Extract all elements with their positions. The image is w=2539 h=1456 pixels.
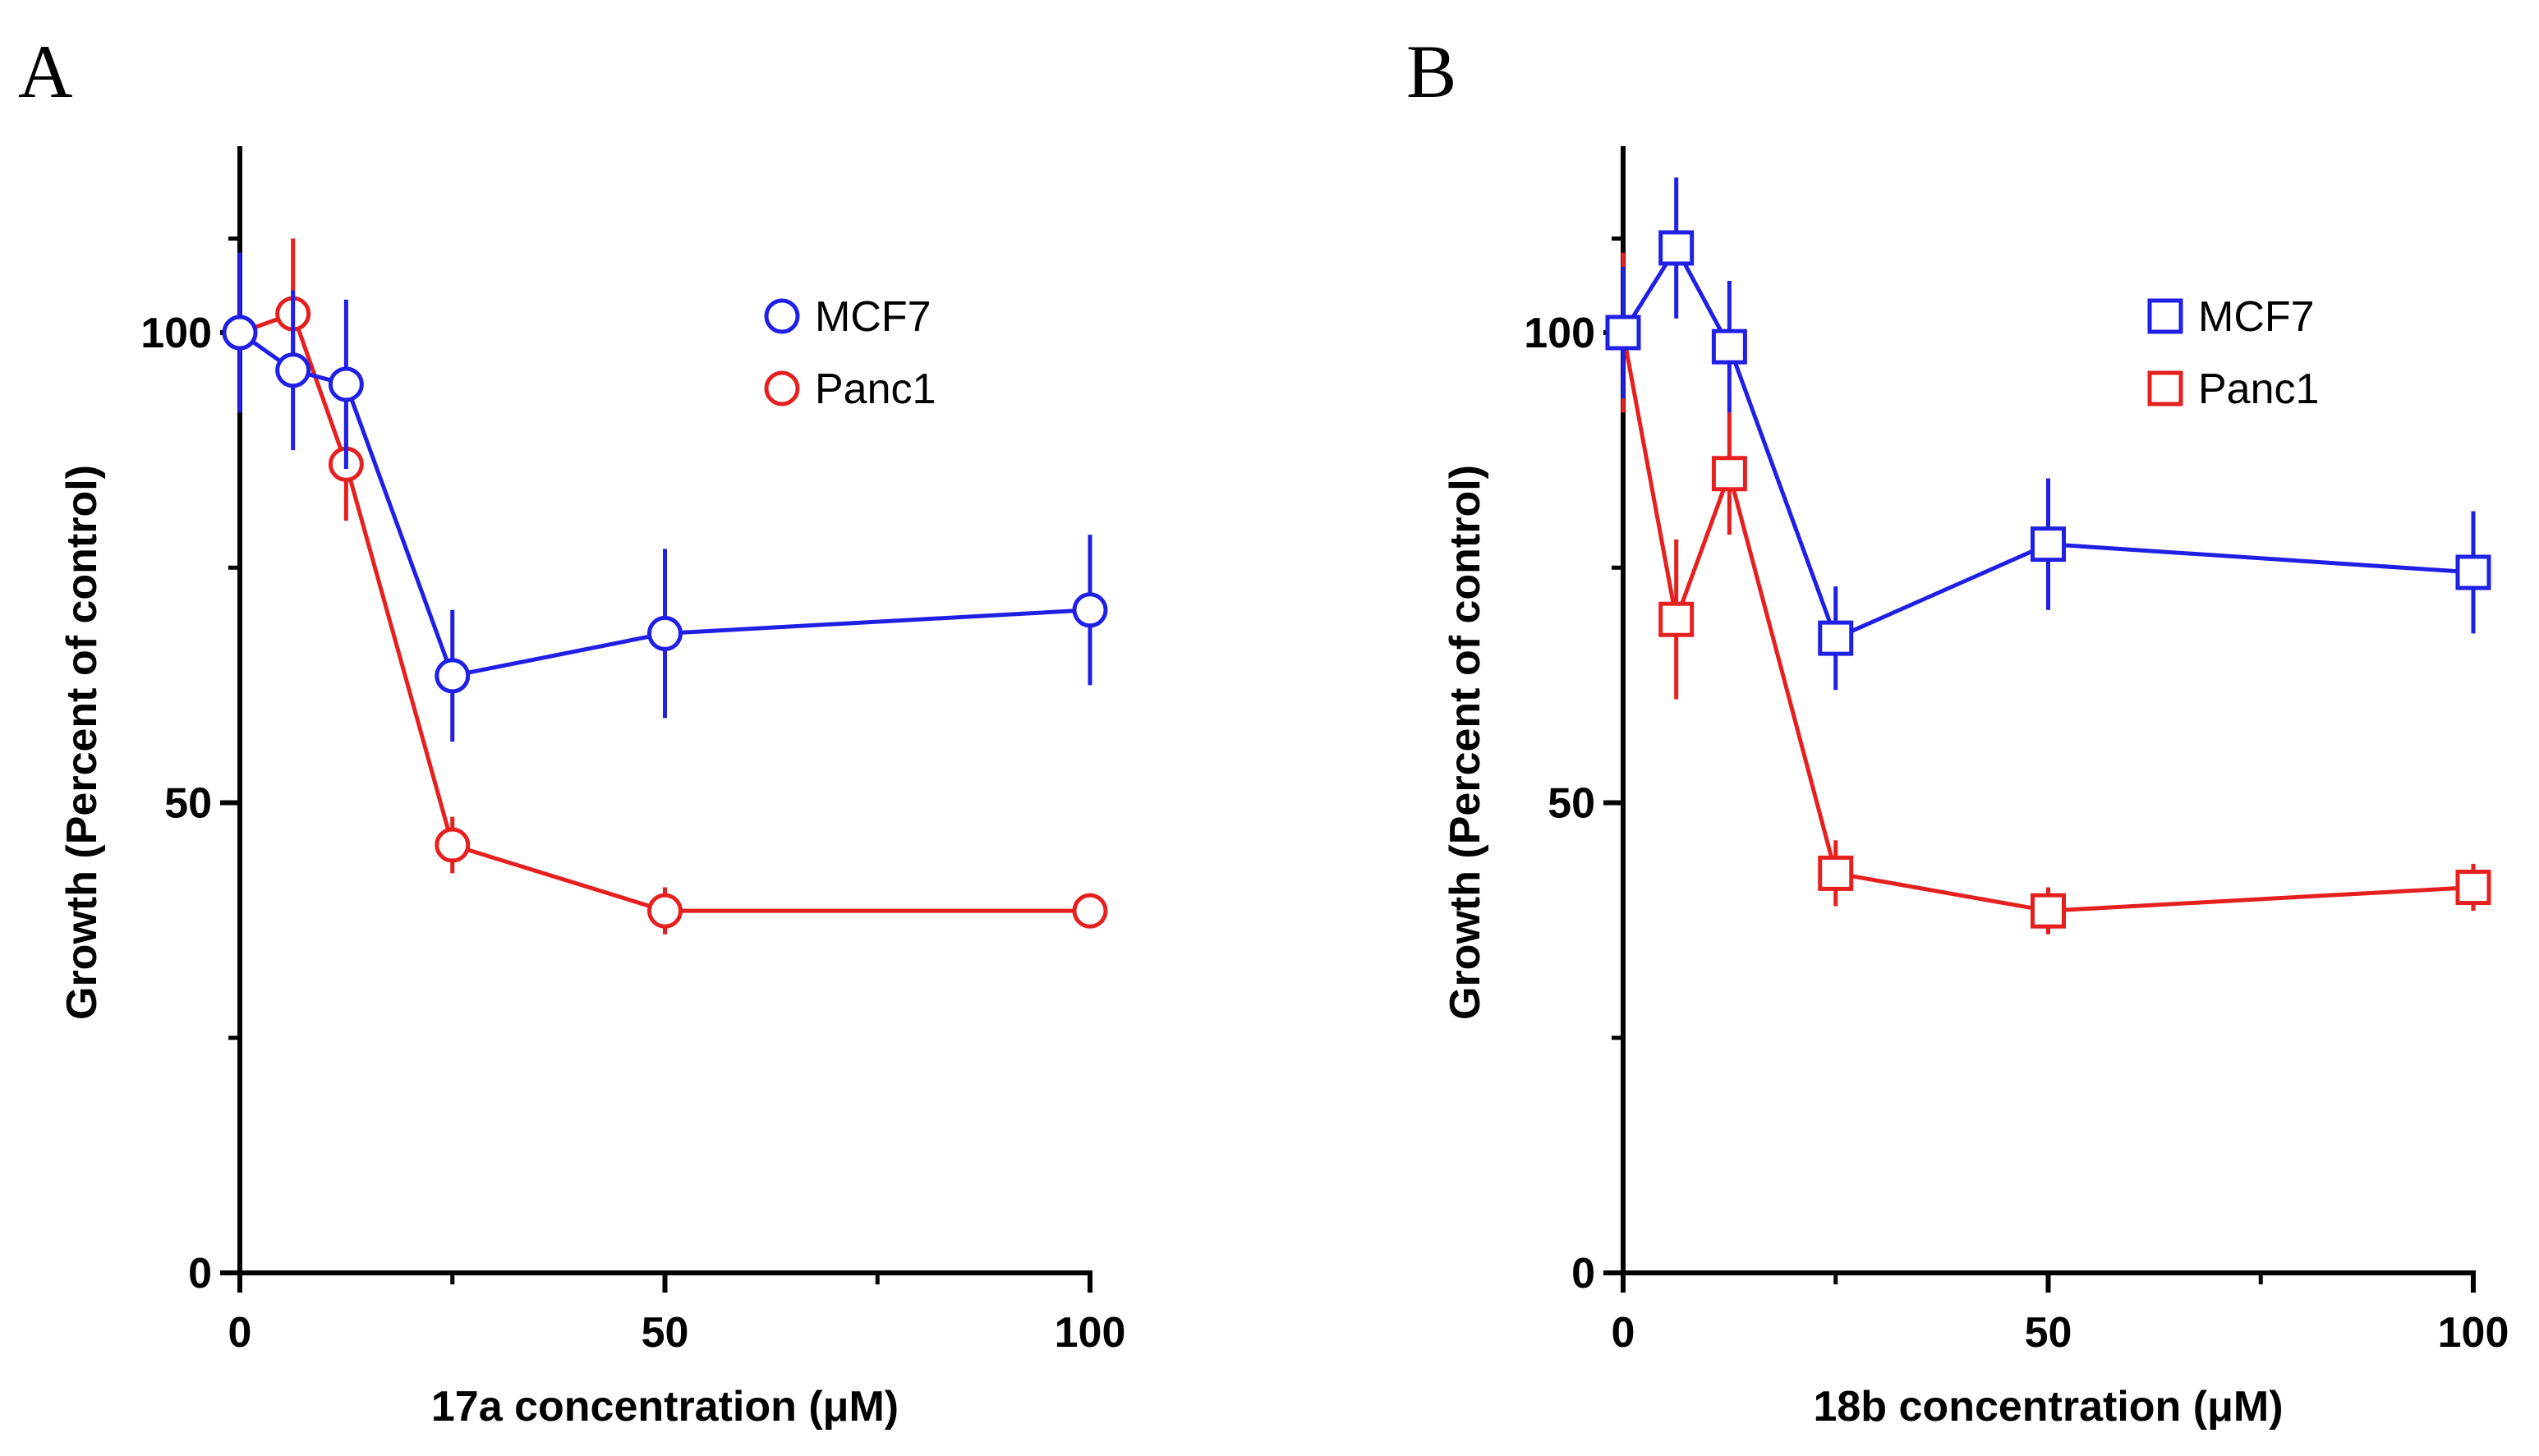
panel-b-y-tick-label: 100 <box>1524 310 1595 357</box>
panel-a-x-tick-label: 50 <box>642 1309 689 1357</box>
panel-a-y-tick-label: 100 <box>140 310 212 357</box>
panel-b-series-mcf7-point <box>1658 230 1695 266</box>
panel-b-series-panc1-point <box>1818 855 1854 891</box>
panel-b-x-tick-label: 50 <box>2025 1309 2072 1357</box>
panel-b-legend-panc1-label: Panc1 <box>2198 365 2319 413</box>
panel-a-x-tick-label: 0 <box>228 1309 252 1357</box>
panel-b-legend-panc1-marker <box>2147 370 2183 406</box>
panel-a-series-mcf7-point <box>647 615 683 651</box>
panel-a-series-panc1-point <box>435 827 471 863</box>
panel-b-series-panc1-point <box>2031 893 2066 929</box>
panel-a-y-axis-title: Growth (Percent of control) <box>58 465 106 1020</box>
panel-b-series-mcf7-point <box>2031 526 2066 563</box>
panel-a-x-axis-title: 17a concentration (μM) <box>431 1383 899 1431</box>
panel-a-series-panc1-point <box>1072 893 1108 929</box>
panel-b-series-panc1-point <box>2455 870 2491 906</box>
panel-b-x-axis-title: 18b concentration (μM) <box>1813 1383 2283 1431</box>
panel-b-y-tick-label: 0 <box>1571 1250 1595 1298</box>
panel-a-x-tick-label: 100 <box>1055 1309 1126 1357</box>
panel-a-legend-panc1-label: Panc1 <box>815 365 936 413</box>
panel-b-x-tick-label: 0 <box>1612 1309 1635 1357</box>
panel-b-legend-mcf7-label: MCF7 <box>2198 293 2315 341</box>
panel-b-y-tick-label: 50 <box>1548 780 1595 828</box>
panel-a-series-mcf7-point <box>1072 592 1108 628</box>
panel-b-y-axis-title: Growth (Percent of control) <box>1442 465 1489 1020</box>
panel-a-series-mcf7-point <box>275 352 311 388</box>
panel-b-x-tick-label: 100 <box>2438 1309 2509 1357</box>
panel-b-letter: B <box>1406 30 1456 113</box>
panel-a-y-tick-label: 50 <box>164 780 212 828</box>
panel-b-series-panc1-point <box>1711 456 1747 492</box>
panel-b-series-panc1-point <box>1658 601 1695 637</box>
panel-a: A 0 50 100 0 50 100 17a concentration (μM) Growt… <box>18 30 1125 1431</box>
panel-a-legend-mcf7-marker <box>764 298 800 334</box>
panel-b-series-mcf7-point <box>2455 554 2491 590</box>
panel-a-legend-panc1-marker <box>764 370 800 406</box>
panel-a-y-tick-label: 0 <box>188 1250 212 1298</box>
panel-b-series-mcf7-point <box>1818 620 1854 656</box>
panel-a-legend-mcf7-label: MCF7 <box>815 293 931 341</box>
panel-a-series-panc1-point <box>647 893 683 929</box>
panel-b: B 0 50 100 0 50 100 18b concentration (μM) Growt… <box>1406 30 2509 1431</box>
panel-b-legend-mcf7-marker <box>2147 298 2183 334</box>
panel-b-series-panc1-line <box>1621 332 2474 913</box>
panel-a-series-mcf7-point <box>328 366 364 402</box>
panel-a-series-mcf7-point <box>222 315 258 351</box>
panel-b-series-mcf7-point <box>1711 328 1747 365</box>
panel-a-series-mcf7-point <box>435 658 471 694</box>
panel-b-series-mcf7-point <box>1605 315 1641 351</box>
panel-a-letter: A <box>18 30 72 113</box>
